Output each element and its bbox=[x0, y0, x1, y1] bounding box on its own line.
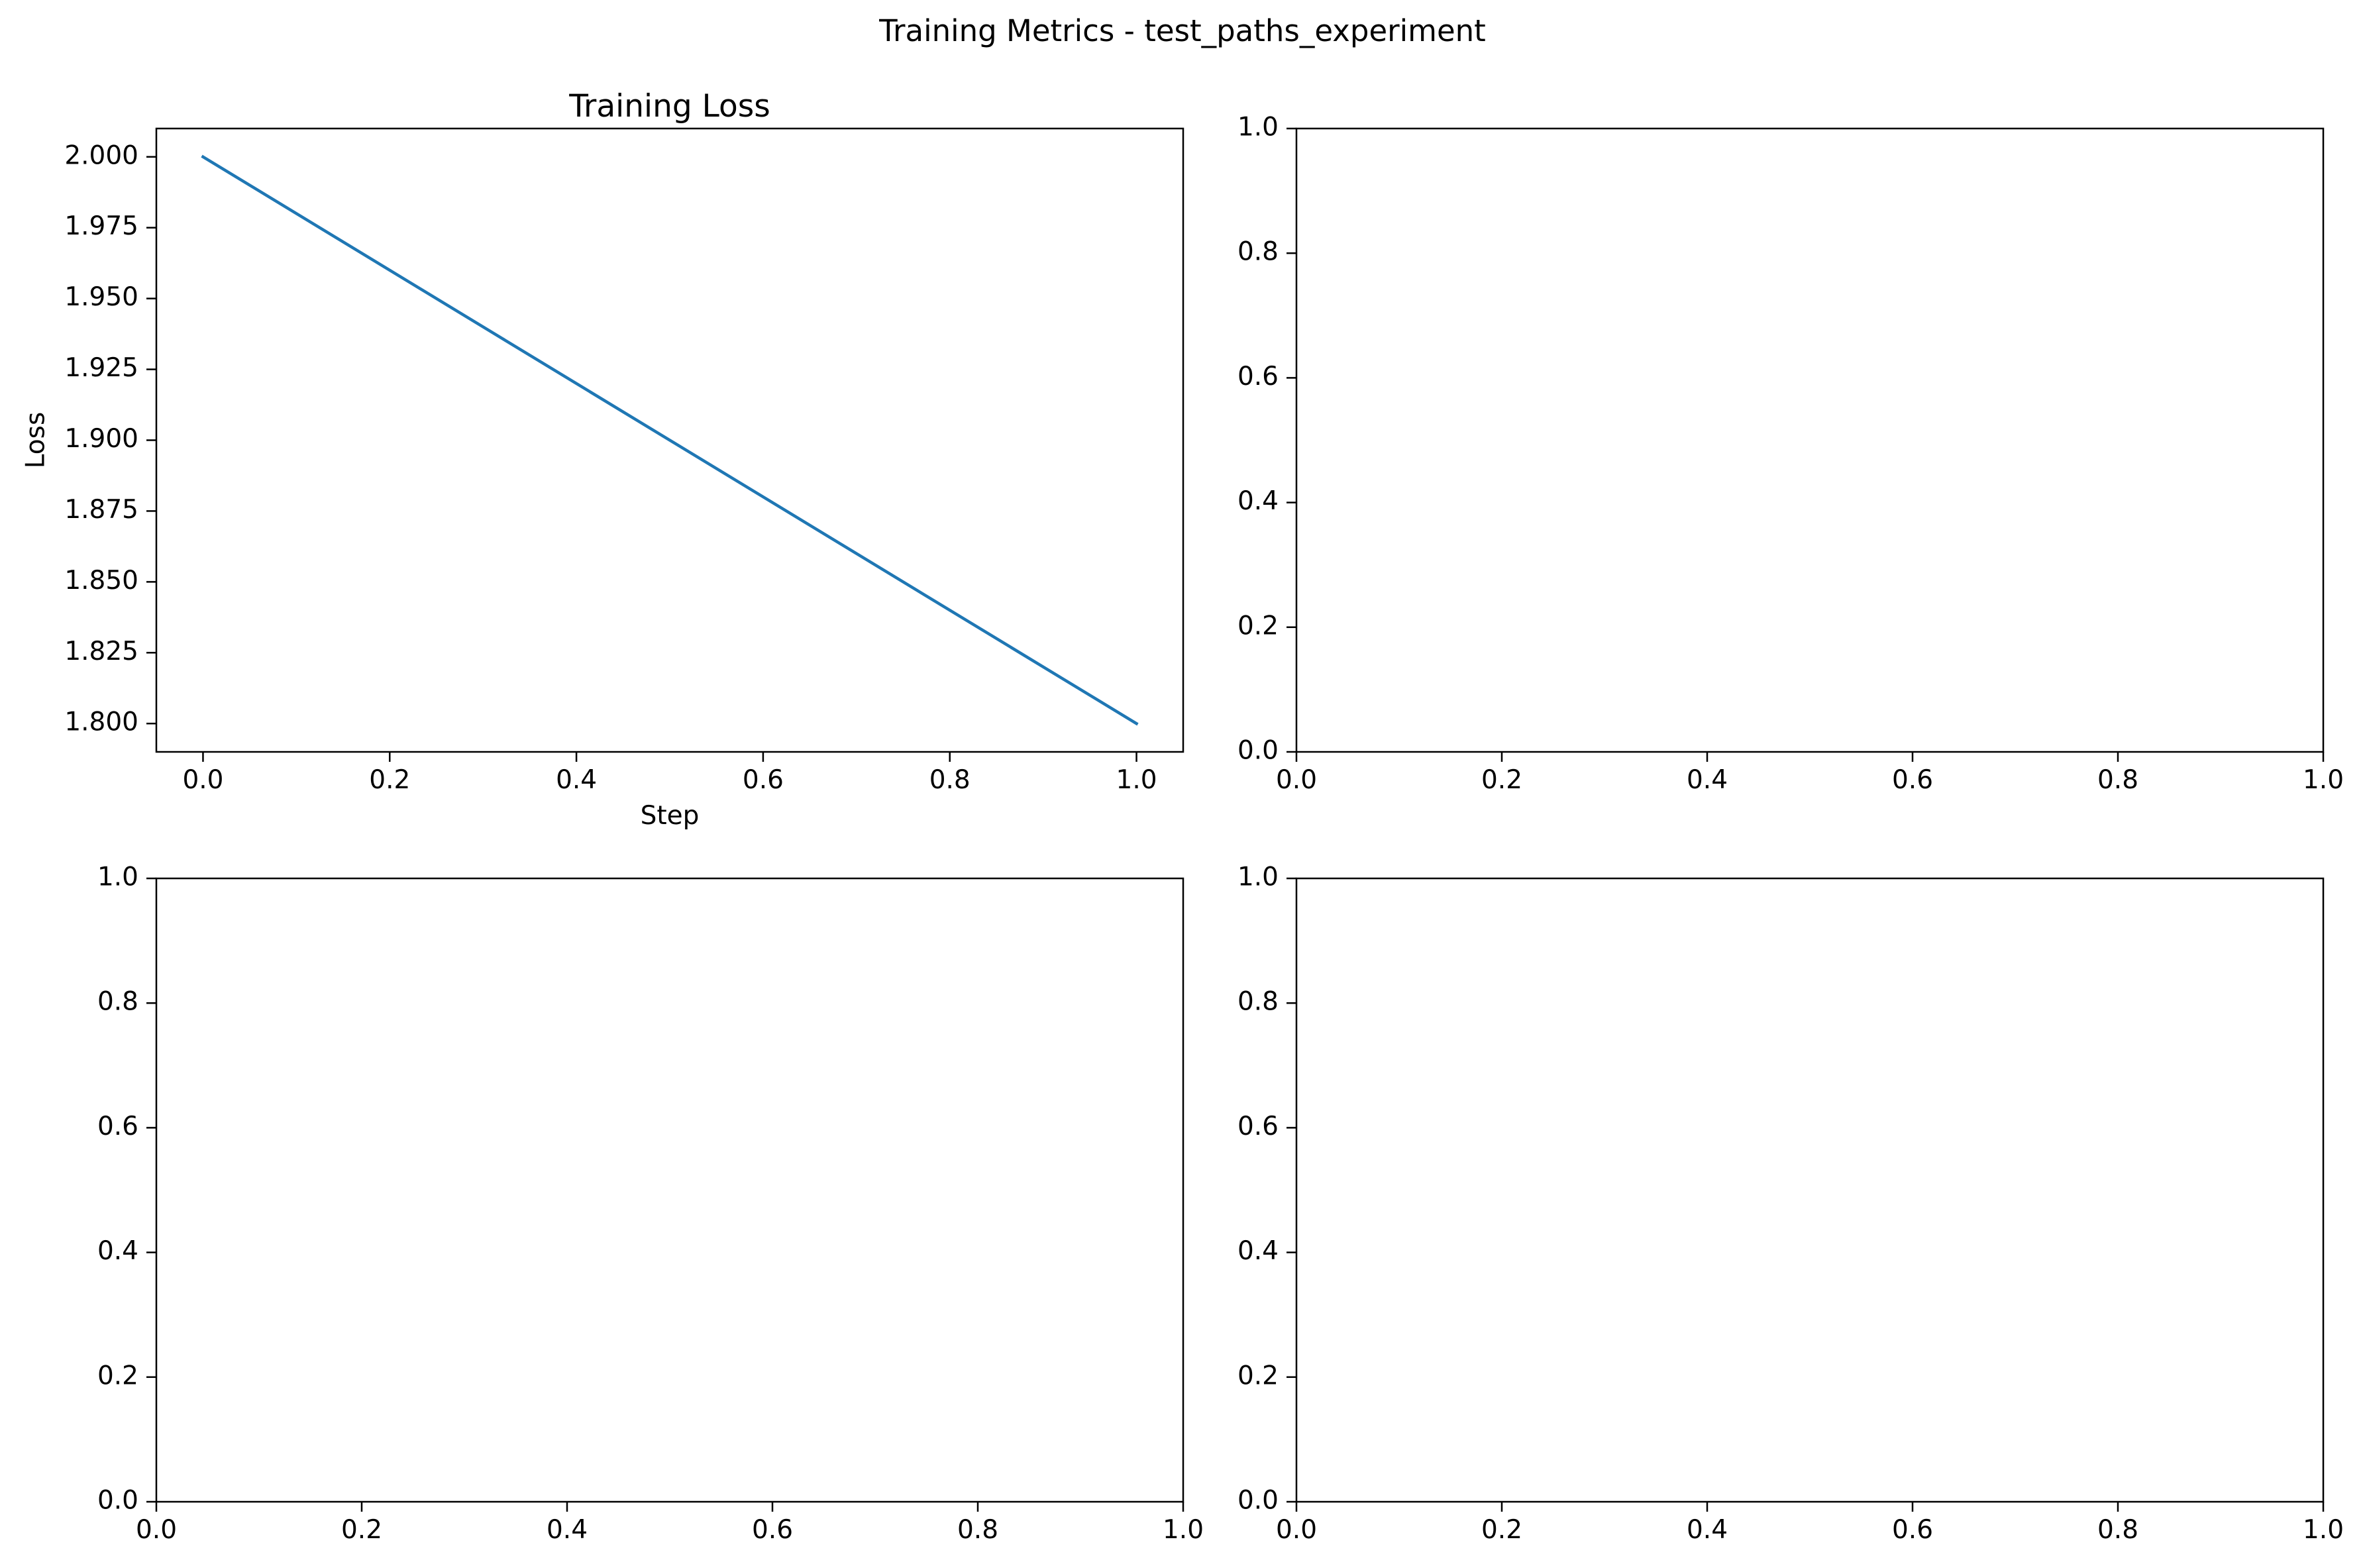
y-tick-label: 0.6 bbox=[1237, 362, 1279, 392]
y-tick-label: 0.8 bbox=[1237, 237, 1279, 267]
subplot-1: 0.0 0.2 0.4 0.6 0.8 1.0 1.800 1.825 1.850 1.875 1.… bbox=[21, 88, 1184, 831]
x-tick-label: 0.2 bbox=[341, 1515, 382, 1545]
x-axis-label: Step bbox=[641, 801, 700, 831]
x-tick-label: 1.0 bbox=[2303, 1515, 2344, 1545]
y-tick-label: 0.2 bbox=[1237, 1361, 1279, 1390]
subplot-2: 0.0 0.2 0.4 0.6 0.8 1.0 0.0 0.2 0.4 0.6 0.8 1.0 bbox=[1237, 113, 2344, 796]
y-tick-label: 1.0 bbox=[1237, 862, 1279, 892]
x-tick-label: 0.4 bbox=[1687, 765, 1728, 795]
plot-area bbox=[1296, 878, 2323, 1502]
plot-area bbox=[1296, 129, 2323, 752]
figure-suptitle: Training Metrics - test_paths_experiment bbox=[878, 13, 1486, 48]
x-tick-label: 1.0 bbox=[1116, 765, 1157, 795]
x-tick-label: 1.0 bbox=[2303, 765, 2344, 795]
x-tick-label: 0.4 bbox=[1687, 1515, 1728, 1545]
y-tick-label: 0.6 bbox=[1237, 1112, 1279, 1141]
x-tick-label: 0.6 bbox=[752, 1515, 793, 1545]
y-tick-label: 1.0 bbox=[97, 862, 138, 892]
x-tick-label: 0.0 bbox=[136, 1515, 177, 1545]
x-tick-label: 0.4 bbox=[556, 765, 597, 795]
y-tick-label: 1.950 bbox=[64, 282, 138, 312]
y-tick-label: 0.8 bbox=[1237, 987, 1279, 1017]
y-tick-label: 0.0 bbox=[1237, 1486, 1279, 1516]
subplot-title: Training Loss bbox=[568, 88, 770, 125]
subplot-4: 0.0 0.2 0.4 0.6 0.8 1.0 0.0 0.2 0.4 0.6 0.8 1.0 bbox=[1237, 862, 2344, 1545]
y-tick-label: 1.0 bbox=[1237, 113, 1279, 142]
x-tick-label: 0.8 bbox=[957, 1515, 998, 1545]
y-tick-label: 0.4 bbox=[97, 1236, 138, 1266]
y-axis-label: Loss bbox=[21, 412, 51, 469]
x-tick-label: 0.6 bbox=[1892, 765, 1933, 795]
series-line-1 bbox=[201, 154, 1139, 726]
y-tick-label: 2.000 bbox=[64, 140, 138, 170]
y-tick-label: 0.2 bbox=[1237, 611, 1279, 641]
x-tick-label: 0.0 bbox=[1276, 1515, 1317, 1545]
y-tick-label: 0.0 bbox=[1237, 736, 1279, 766]
y-tick-label: 1.925 bbox=[64, 353, 138, 383]
x-tick-label: 0.8 bbox=[2097, 1515, 2138, 1545]
subplot-grid: 0.0 0.2 0.4 0.6 0.8 1.0 1.800 1.825 1.850 1.875 1.… bbox=[21, 88, 2344, 1545]
x-tick-label: 0.0 bbox=[1276, 765, 1317, 795]
y-tick-label: 1.800 bbox=[64, 707, 138, 737]
axes-frame bbox=[1295, 127, 2325, 753]
x-tick-label: 0.6 bbox=[1892, 1515, 1933, 1545]
x-tick-label: 0.4 bbox=[547, 1515, 588, 1545]
y-tick-label: 0.6 bbox=[97, 1112, 138, 1141]
x-tick-label: 0.2 bbox=[1481, 1515, 1522, 1545]
y-tick-label: 1.875 bbox=[64, 495, 138, 525]
subplot-3: 0.0 0.2 0.4 0.6 0.8 1.0 0.0 0.2 0.4 0.6 0.8 1.0 bbox=[97, 862, 1204, 1545]
axes-frame bbox=[155, 877, 1184, 1503]
y-tick-label: 1.900 bbox=[64, 424, 138, 454]
y-tick-label: 1.975 bbox=[64, 211, 138, 241]
y-tick-label: 0.4 bbox=[1237, 486, 1279, 516]
x-tick-label: 0.8 bbox=[929, 765, 971, 795]
y-tick-label: 0.0 bbox=[97, 1486, 138, 1516]
y-tick-label: 1.850 bbox=[64, 566, 138, 596]
x-tick-label: 0.0 bbox=[182, 765, 223, 795]
y-tick-label: 0.8 bbox=[97, 987, 138, 1017]
x-tick-label: 1.0 bbox=[1163, 1515, 1204, 1545]
y-tick-label: 0.4 bbox=[1237, 1236, 1279, 1266]
axes-frame bbox=[1295, 877, 2325, 1503]
y-tick-label: 0.2 bbox=[97, 1361, 138, 1390]
x-tick-label: 0.2 bbox=[369, 765, 410, 795]
x-tick-label: 0.8 bbox=[2097, 765, 2138, 795]
y-tick-label: 1.825 bbox=[64, 637, 138, 666]
x-tick-label: 0.2 bbox=[1481, 765, 1522, 795]
plot-area bbox=[156, 878, 1183, 1502]
x-tick-label: 0.6 bbox=[743, 765, 784, 795]
